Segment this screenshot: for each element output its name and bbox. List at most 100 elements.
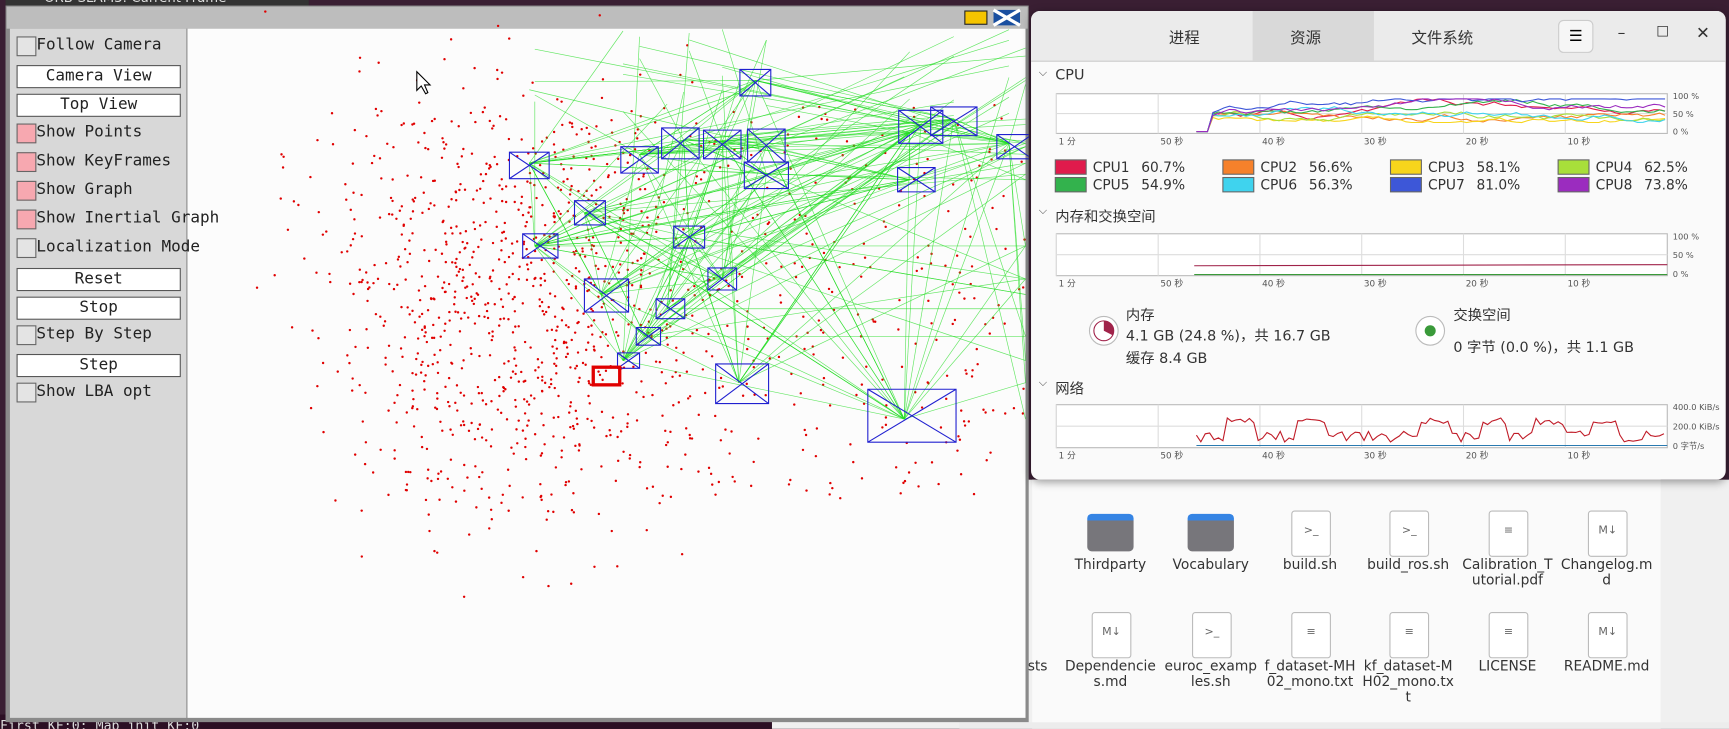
map-point [463, 489, 466, 492]
checkbox[interactable] [16, 209, 37, 230]
file-label[interactable]: LICENSE [1478, 657, 1537, 674]
map-point [553, 151, 556, 154]
file-label[interactable]: sts [1027, 657, 1048, 674]
checkbox[interactable] [16, 123, 37, 143]
map-point [546, 509, 550, 513]
file-icon[interactable]: ≡ [1488, 510, 1529, 557]
file-label[interactable]: README.md [1563, 657, 1650, 674]
map-point [426, 147, 430, 151]
file-icon[interactable]: >_ [1192, 611, 1232, 659]
file-label[interactable]: Dependencies.md [1064, 657, 1156, 690]
section-title[interactable]: CPU [1055, 67, 1085, 84]
map-point [478, 423, 481, 426]
chevron[interactable]: ⌵ [1038, 205, 1048, 218]
tab-label[interactable]: 进程 [1168, 29, 1200, 48]
maximize-button[interactable]: ☐ [1656, 24, 1670, 41]
map-point [534, 276, 537, 280]
menu-button[interactable]: ☰ [1558, 19, 1594, 53]
menu-button[interactable]: Stop [16, 296, 181, 320]
map-point [654, 360, 658, 363]
map-point [965, 372, 968, 375]
map-point [431, 363, 435, 366]
map-point [456, 162, 459, 166]
chevron[interactable]: ⌵ [1038, 67, 1048, 80]
file-icon[interactable]: ≡ [1488, 611, 1529, 659]
map-point [969, 235, 972, 238]
checkbox[interactable] [16, 180, 37, 201]
file-label[interactable]: euroc_examples.sh [1164, 657, 1258, 690]
map-point [424, 498, 428, 502]
map-point [370, 161, 374, 165]
file-icon[interactable]: >_ [1291, 510, 1331, 557]
map-point [421, 211, 424, 215]
map-point [433, 353, 436, 357]
map-point [1004, 247, 1007, 251]
map-point [527, 419, 530, 422]
map-point [392, 145, 395, 149]
map-point [640, 210, 643, 213]
file-label[interactable]: build.sh [1282, 555, 1338, 573]
map-point [441, 220, 444, 224]
menu-button[interactable]: Camera View [16, 65, 181, 89]
file-label[interactable]: Changelog.md [1560, 555, 1653, 588]
file-label[interactable]: build_ros.sh [1367, 555, 1450, 573]
map-point [600, 355, 603, 359]
map-point [476, 427, 480, 431]
covisibility-edge [721, 140, 905, 420]
menu-button[interactable]: Step [16, 354, 181, 378]
map-point [800, 265, 804, 269]
section-title[interactable]: 内存和交换空间 [1055, 209, 1156, 227]
map-point [543, 381, 547, 385]
folder-icon[interactable] [1087, 513, 1134, 552]
checkbox[interactable] [16, 238, 37, 259]
file-label[interactable]: Thirdparty [1074, 555, 1147, 573]
cpu-value: 58.1% [1477, 160, 1521, 176]
map-point [517, 325, 520, 328]
cpu-swatch [1389, 176, 1422, 193]
map-point [1022, 387, 1025, 391]
minimize-icon[interactable] [964, 10, 988, 25]
checkbox[interactable] [16, 325, 37, 346]
covisibility-edge [722, 124, 1026, 142]
keyframe [702, 129, 742, 160]
file-label[interactable]: kf_dataset-MH02_mono.txt [1362, 657, 1454, 705]
file-label[interactable]: f_dataset-MH02_mono.txt [1264, 657, 1356, 690]
folder-icon[interactable] [1187, 513, 1234, 552]
file-label[interactable]: Vocabulary [1172, 555, 1249, 573]
map-point [424, 374, 427, 377]
menu-button[interactable]: Reset [16, 267, 181, 291]
minimize-button[interactable]: – [1617, 24, 1626, 42]
file-icon[interactable]: M↓ [1091, 611, 1132, 659]
covisibility-edge [622, 360, 905, 420]
file-icon[interactable]: ≡ [1291, 611, 1331, 659]
chevron[interactable]: ⌵ [1038, 377, 1048, 390]
file-label[interactable]: Calibration_Tutorial.pdf [1462, 555, 1553, 588]
map-point [398, 209, 402, 212]
menu-button[interactable]: Top View [16, 94, 181, 118]
map-point [651, 393, 654, 397]
map-point [413, 321, 417, 324]
tab-label[interactable]: 文件系统 [1411, 29, 1474, 48]
map-point [400, 233, 404, 236]
map-point [707, 466, 711, 470]
file-icon[interactable]: M↓ [1587, 611, 1628, 659]
tab-label[interactable]: 资源 [1290, 29, 1322, 48]
checkbox[interactable] [16, 151, 37, 172]
section-title[interactable]: 网络 [1055, 381, 1084, 399]
file-icon[interactable]: >_ [1389, 510, 1430, 557]
map-point [538, 163, 542, 167]
map-point [411, 389, 414, 392]
map-point [429, 297, 433, 300]
file-icon[interactable]: M↓ [1587, 510, 1628, 557]
checkbox[interactable] [16, 383, 37, 403]
cpu-value: 56.3% [1309, 178, 1353, 194]
checkbox[interactable] [16, 36, 37, 57]
close-button[interactable]: ✕ [1695, 23, 1710, 44]
title-bar [6, 6, 1028, 29]
map-point [578, 376, 581, 380]
map-point [454, 500, 458, 503]
map-point [501, 187, 504, 191]
map-point [430, 479, 433, 483]
map-point [400, 123, 403, 127]
file-icon[interactable]: ≡ [1389, 611, 1430, 659]
